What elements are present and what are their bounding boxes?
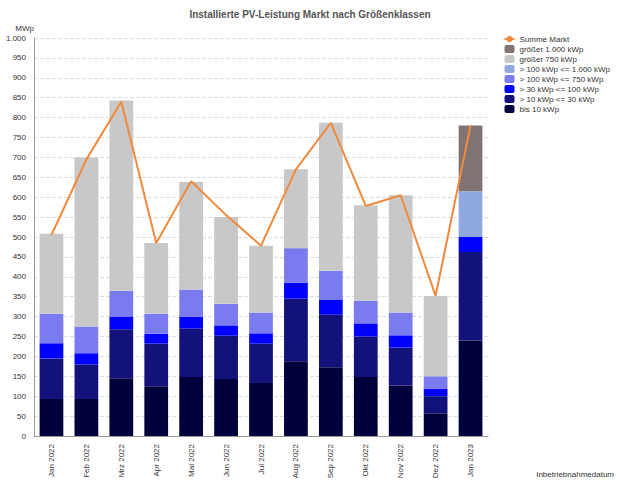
svg-text:450: 450 <box>13 252 27 261</box>
svg-text:0: 0 <box>22 432 27 441</box>
svg-text:700: 700 <box>13 153 27 162</box>
svg-text:> 100 kWp <= 750 kWp: > 100 kWp <= 750 kWp <box>520 75 604 84</box>
svg-text:550: 550 <box>13 213 27 222</box>
svg-text:750: 750 <box>13 133 27 142</box>
svg-text:350: 350 <box>13 292 27 301</box>
svg-text:Okt 2022: Okt 2022 <box>361 443 370 476</box>
svg-text:800: 800 <box>13 113 27 122</box>
svg-text:500: 500 <box>13 233 27 242</box>
svg-text:Nov 2022: Nov 2022 <box>396 443 405 478</box>
svg-text:größer 750 kWp: größer 750 kWp <box>520 55 578 64</box>
svg-text:200: 200 <box>13 352 27 361</box>
svg-text:Inbetriebnahmedatum: Inbetriebnahmedatum <box>536 470 614 479</box>
svg-text:Dez 2022: Dez 2022 <box>431 443 440 478</box>
svg-text:> 10 kWp <= 30 kWp: > 10 kWp <= 30 kWp <box>520 95 595 104</box>
svg-text:Jan 2023: Jan 2023 <box>466 443 475 476</box>
svg-text:650: 650 <box>13 173 27 182</box>
svg-text:> 30 kWp <= 100 kWp: > 30 kWp <= 100 kWp <box>520 85 600 94</box>
svg-text:größer 1.000 kWp: größer 1.000 kWp <box>520 45 585 54</box>
svg-text:300: 300 <box>13 312 27 321</box>
svg-text:100: 100 <box>13 392 27 401</box>
svg-text:Aug 2022: Aug 2022 <box>291 443 300 478</box>
svg-text:1.000: 1.000 <box>6 34 27 43</box>
svg-text:> 100 kWp <= 1.000 kWp: > 100 kWp <= 1.000 kWp <box>520 65 611 74</box>
svg-text:850: 850 <box>13 93 27 102</box>
svg-text:Summe Markt: Summe Markt <box>520 35 571 44</box>
svg-text:600: 600 <box>13 193 27 202</box>
svg-text:Jan 2022: Jan 2022 <box>47 443 56 476</box>
svg-text:900: 900 <box>13 73 27 82</box>
svg-text:Sep 2022: Sep 2022 <box>326 443 335 478</box>
svg-text:Jul 2022: Jul 2022 <box>257 443 266 474</box>
svg-text:250: 250 <box>13 332 27 341</box>
svg-text:bis 10 kWp: bis 10 kWp <box>520 105 560 114</box>
svg-text:Jun 2022: Jun 2022 <box>222 443 231 476</box>
svg-text:Feb 2022: Feb 2022 <box>82 443 91 477</box>
svg-text:Mai 2022: Mai 2022 <box>187 443 196 476</box>
svg-text:950: 950 <box>13 53 27 62</box>
svg-text:Installierte PV-Leistung Markt: Installierte PV-Leistung Markt nach Größ… <box>189 9 430 20</box>
svg-text:MWp: MWp <box>15 24 34 33</box>
svg-text:400: 400 <box>13 272 27 281</box>
svg-text:50: 50 <box>17 412 26 421</box>
svg-text:Apr 2022: Apr 2022 <box>152 443 161 476</box>
svg-text:Mrz 2022: Mrz 2022 <box>117 443 126 477</box>
svg-text:150: 150 <box>13 372 27 381</box>
